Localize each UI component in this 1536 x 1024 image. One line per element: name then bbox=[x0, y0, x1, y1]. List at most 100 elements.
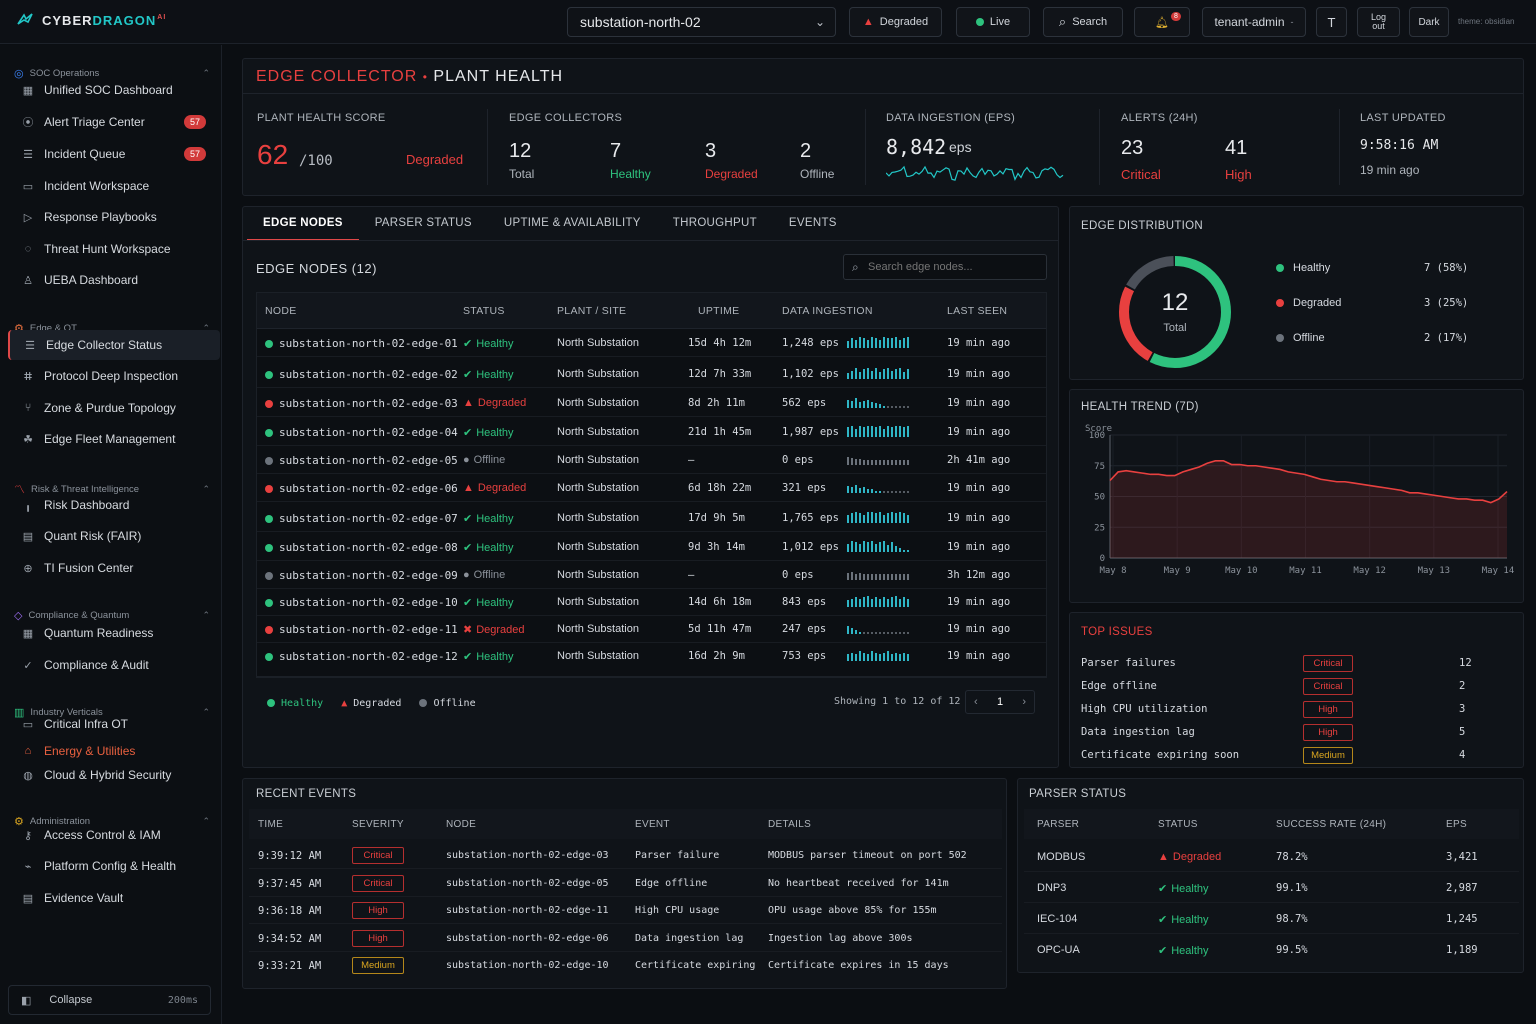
tab-events[interactable]: EVENTS bbox=[788, 217, 837, 229]
sidebar-item-ueba-dashboard[interactable]: ♙ UEBA Dashboard bbox=[8, 265, 220, 295]
table-row[interactable]: DNP3 ✔ Healthy 99.1% 2,987 bbox=[1024, 875, 1519, 903]
event-node[interactable]: substation-north-02-edge-05 bbox=[446, 877, 609, 889]
table-row[interactable]: 9:37:45 AM Critical substation-north-02-ed… bbox=[249, 871, 1002, 897]
sidebar-section-administration[interactable]: ⚙ Administration ⌃ bbox=[14, 815, 210, 828]
tenant-menu[interactable]: tenant-admin - bbox=[1202, 7, 1306, 37]
sidebar-item-unified-soc-dashboard[interactable]: ▦ Unified SOC Dashboard bbox=[8, 75, 220, 105]
column-header-data-ingestion[interactable]: DATA INGESTION bbox=[782, 305, 873, 317]
sidebar-section-compliance-quantum[interactable]: ◇ Compliance & Quantum ⌃ bbox=[14, 609, 210, 622]
sidebar-item-response-playbooks[interactable]: ▷ Response Playbooks bbox=[8, 202, 220, 232]
column-header-success-rate-24h[interactable]: SUCCESS RATE (24H) bbox=[1276, 819, 1387, 830]
sidebar-item-quantum-readiness[interactable]: ▦ Quantum Readiness bbox=[8, 618, 220, 648]
table-row[interactable]: substation-north-02-edge-10 ✔ Healthy North… bbox=[257, 588, 1046, 616]
column-header-event[interactable]: EVENT bbox=[635, 819, 670, 830]
table-row[interactable]: IEC-104 ✔ Healthy 98.7% 1,245 bbox=[1024, 906, 1519, 934]
tab-uptime-availability[interactable]: UPTIME & AVAILABILITY bbox=[503, 217, 641, 229]
sidebar-item-quant-risk-fair[interactable]: ▤ Quant Risk (FAIR) bbox=[8, 521, 220, 551]
logout-button[interactable]: Log out bbox=[1357, 7, 1400, 37]
status-indicator-button[interactable]: ▲ Degraded bbox=[849, 7, 942, 37]
table-row[interactable]: substation-north-02-edge-12 ✔ Healthy North… bbox=[257, 642, 1046, 670]
table-row[interactable]: 9:39:12 AM Critical substation-north-02-ed… bbox=[249, 843, 1002, 869]
column-header-node[interactable]: NODE bbox=[265, 305, 297, 317]
sidebar-item-risk-dashboard[interactable]: ╻ Risk Dashboard bbox=[8, 490, 220, 520]
sidebar-section-soc-operations[interactable]: ◎ SOC Operations ⌃ bbox=[14, 67, 210, 80]
sidebar-item-cloud-hybrid-security[interactable]: ◍ Cloud & Hybrid Security bbox=[8, 760, 220, 790]
event-node[interactable]: substation-north-02-edge-10 bbox=[446, 960, 609, 971]
site-selector[interactable]: substation-north-02 ⌄ bbox=[567, 7, 836, 37]
ingestion-bar bbox=[875, 597, 877, 607]
issue-row[interactable]: Data ingestion lag High 5 bbox=[1081, 724, 1511, 742]
chevron-right-icon[interactable]: › bbox=[1022, 696, 1026, 708]
issue-row[interactable]: Edge offline Critical 2 bbox=[1081, 678, 1511, 696]
sidebar-item-alert-triage-center[interactable]: ⦿ Alert Triage Center 57 bbox=[8, 107, 220, 137]
table-row[interactable]: substation-north-02-edge-07 ✔ Healthy North… bbox=[257, 504, 1046, 532]
sidebar-item-incident-workspace[interactable]: ▭ Incident Workspace bbox=[8, 171, 220, 201]
live-button[interactable]: Live bbox=[956, 7, 1030, 37]
sidebar-item-edge-collector-status[interactable]: ☰ Edge Collector Status bbox=[8, 330, 220, 360]
column-header-last-seen[interactable]: LAST SEEN bbox=[947, 305, 1008, 317]
column-header-details[interactable]: DETAILS bbox=[768, 819, 812, 830]
table-row[interactable]: OPC-UA ✔ Healthy 99.5% 1,189 bbox=[1024, 937, 1519, 965]
issue-row[interactable]: Parser failures Critical 12 bbox=[1081, 655, 1511, 673]
event-node[interactable]: substation-north-02-edge-03 bbox=[446, 850, 609, 861]
sidebar-item-compliance-audit[interactable]: ✓ Compliance & Audit bbox=[8, 650, 220, 680]
page-number[interactable]: 1 bbox=[996, 696, 1004, 708]
table-row[interactable]: 9:33:21 AM Medium substation-north-02-edge… bbox=[249, 953, 1002, 979]
table-row[interactable]: substation-north-02-edge-03 ▲ Degraded Nort… bbox=[257, 389, 1046, 417]
sidebar-section-risk-threat-intelligence[interactable]: 〽 Risk & Threat Intelligence ⌃ bbox=[14, 481, 210, 497]
column-header-plant-site[interactable]: PLANT / SITE bbox=[557, 305, 627, 317]
issue-row[interactable]: Certificate expiring soon Medium 4 bbox=[1081, 747, 1511, 765]
sidebar-item-protocol-deep-inspection[interactable]: ⵌ Protocol Deep Inspection bbox=[8, 361, 220, 391]
sidebar-item-incident-queue[interactable]: ☰ Incident Queue 57 bbox=[8, 139, 220, 169]
sidebar-item-threat-hunt-workspace[interactable]: ◌ Threat Hunt Workspace bbox=[8, 234, 220, 264]
column-header-status[interactable]: STATUS bbox=[463, 305, 505, 317]
chevron-left-icon[interactable]: ‹ bbox=[974, 696, 978, 708]
table-row[interactable]: 9:36:18 AM High substation-north-02-edge-1… bbox=[249, 898, 1002, 924]
sidebar-item-zone-purdue-topology[interactable]: ⑂ Zone & Purdue Topology bbox=[8, 393, 220, 423]
collapse-button[interactable]: ◧ Collapse 200ms bbox=[8, 985, 211, 1015]
sidebar-item-platform-config-health[interactable]: ⌁ Platform Config & Health bbox=[8, 851, 220, 881]
table-row[interactable]: substation-north-02-edge-11 ✖ Degraded Nort… bbox=[257, 615, 1046, 643]
table-row[interactable]: substation-north-02-edge-08 ✔ Healthy North… bbox=[257, 533, 1046, 561]
theme-toggle-button[interactable]: Dark bbox=[1409, 7, 1449, 37]
column-header-uptime[interactable]: UPTIME bbox=[698, 305, 740, 317]
sidebar-item-edge-fleet-management[interactable]: ☘ Edge Fleet Management bbox=[8, 424, 220, 454]
ingestion-bar bbox=[891, 574, 893, 580]
search-button[interactable]: ⌕ Search bbox=[1043, 7, 1123, 37]
tab-edge-nodes[interactable]: EDGE NODES bbox=[247, 207, 359, 241]
edge-node-search[interactable]: ⌕ bbox=[843, 254, 1047, 280]
notifications-button[interactable]: 🔔︎ 8 bbox=[1134, 7, 1190, 37]
column-header-severity[interactable]: SEVERITY bbox=[352, 819, 404, 830]
brand-logo[interactable]: CYBERDRAGONAI bbox=[16, 12, 166, 28]
table-row[interactable]: substation-north-02-edge-09 ● Offline North… bbox=[257, 561, 1046, 589]
sidebar-item-access-control-iam[interactable]: ⚷ Access Control & IAM bbox=[8, 820, 220, 850]
column-header-time[interactable]: TIME bbox=[258, 819, 284, 830]
table-row[interactable]: substation-north-02-edge-01 ✔ Healthy North… bbox=[257, 329, 1046, 357]
table-row[interactable]: substation-north-02-edge-04 ✔ Healthy North… bbox=[257, 418, 1046, 446]
issue-row[interactable]: High CPU utilization High 3 bbox=[1081, 701, 1511, 719]
table-row[interactable]: substation-north-02-edge-02 ✔ Healthy North… bbox=[257, 360, 1046, 388]
sidebar-item-critical-infra-ot[interactable]: ▭ Critical Infra OT bbox=[8, 709, 220, 739]
tab-throughput[interactable]: THROUGHPUT bbox=[672, 217, 757, 229]
sidebar-item-evidence-vault[interactable]: ▤ Evidence Vault bbox=[8, 883, 220, 913]
table-row[interactable]: 9:34:52 AM High substation-north-02-edge-0… bbox=[249, 926, 1002, 952]
column-header-eps[interactable]: EPS bbox=[1446, 819, 1467, 830]
table-row[interactable]: substation-north-02-edge-06 ▲ Degraded Nort… bbox=[257, 474, 1046, 502]
event-node[interactable]: substation-north-02-edge-06 bbox=[446, 932, 609, 944]
table-row[interactable]: substation-north-02-edge-05 ● Offline North… bbox=[257, 446, 1046, 474]
column-header-status[interactable]: STATUS bbox=[1158, 819, 1198, 830]
avatar[interactable]: T bbox=[1316, 7, 1347, 37]
table-row[interactable]: MODBUS ▲ Degraded 78.2% 3,421 bbox=[1024, 844, 1519, 872]
column-header-parser[interactable]: PARSER bbox=[1037, 819, 1080, 830]
event-node[interactable]: substation-north-02-edge-11 bbox=[446, 905, 609, 916]
last-updated-label: LAST UPDATED bbox=[1360, 112, 1446, 124]
column-header-node[interactable]: NODE bbox=[446, 819, 477, 830]
donut-slice-degraded[interactable] bbox=[1119, 256, 1231, 368]
sidebar-item-ti-fusion-center[interactable]: ⊕ TI Fusion Center bbox=[8, 553, 220, 583]
sidebar-item-energy-utilities[interactable]: ⌂ Energy & Utilities bbox=[8, 736, 220, 766]
donut-slice-healthy[interactable] bbox=[1119, 256, 1231, 368]
sidebar-section-edge-ot[interactable]: ⚙ Edge & OT ⌃ bbox=[14, 322, 210, 335]
sidebar-section-industry-verticals[interactable]: ▥ Industry Verticals ⌃ bbox=[14, 706, 210, 719]
edge-node-search-input[interactable] bbox=[868, 258, 1040, 276]
tab-parser-status[interactable]: PARSER STATUS bbox=[374, 217, 472, 229]
